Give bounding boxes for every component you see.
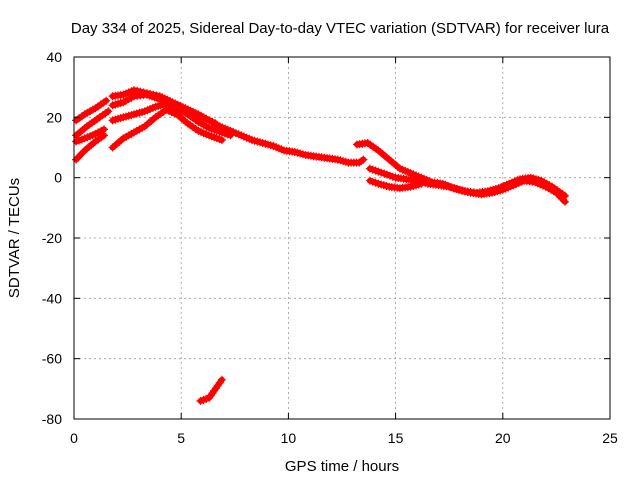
grid-layer (74, 57, 610, 419)
series-line (109, 87, 367, 166)
data-point-marker (217, 375, 226, 384)
data-point-marker (359, 155, 368, 164)
y-tick-label: 40 (46, 49, 62, 65)
series-trace-11 (365, 176, 426, 193)
x-tick-label: 15 (388, 430, 404, 446)
y-tick-label: -20 (42, 230, 62, 246)
x-tick-label: 5 (177, 430, 185, 446)
y-tick-label: -60 (42, 351, 62, 367)
x-tick-label: 25 (602, 430, 618, 446)
y-tick-label: -80 (42, 411, 62, 427)
data-point-marker (561, 197, 569, 206)
chart-title: Day 334 of 2025, Sidereal Day-to-day VTE… (71, 20, 610, 37)
series-trace-4 (72, 131, 108, 164)
x-tick-label: 10 (281, 430, 297, 446)
series-layer (72, 86, 569, 405)
data-point-marker (104, 107, 113, 116)
y-axis-label: SDTVAR / TECUs (6, 178, 23, 298)
y-tick-label: -40 (42, 290, 62, 306)
data-point-marker (226, 131, 235, 140)
data-point-marker (211, 119, 220, 128)
series-trace-12 (196, 375, 226, 405)
tick-layer: 0 5 10 15 20 25 -80 -60 -40 -20 0 20 40 (42, 49, 618, 446)
series-trace-2 (72, 107, 113, 140)
data-point-marker (217, 136, 226, 144)
series-trace-10 (365, 164, 569, 206)
series-trace-8 (108, 105, 226, 152)
x-tick-label: 0 (70, 430, 78, 446)
y-tick-label: 20 (46, 109, 62, 125)
data-point-marker (102, 96, 111, 105)
x-tick-label: 20 (495, 430, 511, 446)
series-trace-7 (108, 99, 235, 140)
y-tick-label: 0 (54, 170, 62, 186)
data-point-marker (100, 131, 108, 140)
series-trace-1 (72, 96, 111, 125)
x-axis-label: GPS time / hours (285, 458, 399, 475)
series-trace-3 (72, 125, 108, 146)
series-line (73, 108, 112, 139)
data-point-marker (417, 179, 426, 188)
